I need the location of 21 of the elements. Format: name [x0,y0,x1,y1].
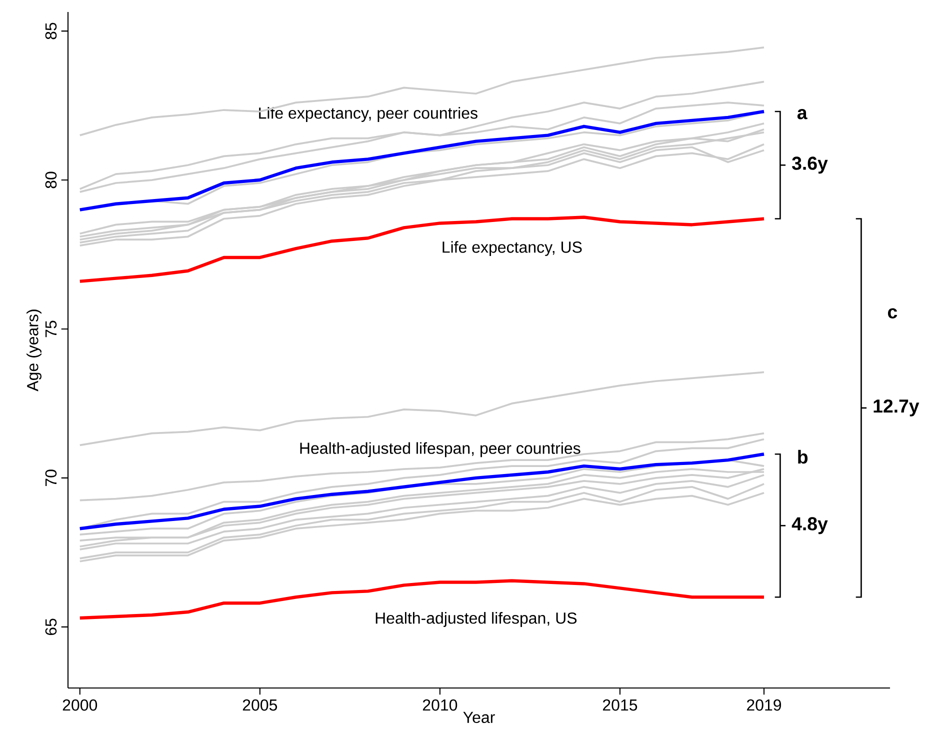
x-tick-label: 2015 [602,699,638,711]
y-tick-label: 85 [45,22,57,40]
y-tick-label: 70 [45,470,57,486]
annotation: 3.6y [792,156,828,174]
y-axis-title: Age (years) [26,310,42,392]
y-tick-label: 75 [45,320,57,338]
series-label: Health-adjusted lifespan, peer countries [300,442,580,458]
annotation: a [797,109,808,120]
annotation: b [798,450,808,464]
x-tick-label: 2005 [242,699,278,711]
x-axis-title: Year [463,712,495,724]
y-tick-label: 65 [45,618,57,636]
series-label: Life expectancy, US [442,241,582,256]
annotation: 12.7y [874,399,920,416]
annotation: c [888,308,898,318]
x-tick-label: 2019 [746,699,782,711]
series-label: Health-adjusted lifespan, US [376,612,577,627]
x-tick-label: 2000 [62,699,98,711]
annotation: 4.8y [792,517,828,534]
x-tick-label: 2010 [422,699,458,711]
y-tick-label: 80 [45,172,57,188]
